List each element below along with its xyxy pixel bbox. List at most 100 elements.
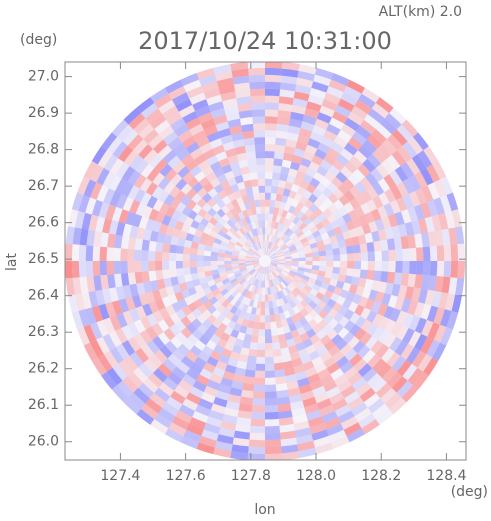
- radar-cell: [331, 398, 348, 411]
- radar-cell: [312, 187, 323, 199]
- radar-cell: [165, 304, 176, 316]
- radar-cell: [414, 171, 428, 189]
- radar-cell: [290, 111, 305, 122]
- radar-cell: [364, 298, 375, 311]
- radar-cell: [90, 339, 104, 358]
- radar-cell: [214, 221, 224, 230]
- radar-cell: [277, 262, 285, 265]
- radar-cell: [300, 278, 309, 285]
- radar-cell: [353, 261, 362, 270]
- radar-cell: [239, 267, 248, 273]
- radar-cell: [299, 261, 306, 265]
- radar-cell: [250, 245, 257, 252]
- radar-cell: [252, 244, 258, 252]
- radar-cell: [326, 86, 344, 99]
- radar-cell: [291, 258, 299, 261]
- radar-cell: [324, 289, 334, 299]
- radar-cell: [151, 322, 164, 336]
- radar-cell: [314, 235, 323, 243]
- radar-cell: [260, 301, 265, 309]
- radar-cell: [182, 398, 199, 411]
- radar-cell: [254, 220, 260, 229]
- radar-cell: [254, 314, 261, 323]
- radar-cell: [267, 227, 271, 235]
- radar-cell: [234, 338, 244, 348]
- radar-cell: [335, 280, 345, 290]
- radar-cell: [333, 254, 341, 261]
- radar-cell: [259, 315, 265, 323]
- radar-cell: [209, 373, 223, 384]
- radar-cell: [251, 411, 265, 420]
- radar-cell: [297, 134, 310, 145]
- radar-cell: [164, 168, 178, 182]
- radar-cell: [386, 238, 396, 251]
- radar-cell: [411, 219, 422, 235]
- radar-cell: [192, 380, 207, 393]
- radar-cell: [253, 123, 265, 131]
- radar-cell: [401, 119, 419, 137]
- radar-cell: [114, 234, 123, 249]
- radar-cell: [306, 409, 322, 421]
- radar-cell: [256, 265, 262, 272]
- radar-cell: [290, 234, 299, 242]
- radar-cell: [111, 206, 123, 222]
- radar-cell: [185, 280, 195, 290]
- radar-cell: [164, 340, 178, 354]
- radar-cell: [207, 207, 217, 218]
- radar-cell: [128, 392, 146, 409]
- radar-cell: [169, 268, 178, 278]
- radar-cell: [127, 322, 140, 337]
- radar-cell: [190, 272, 199, 281]
- radar-cell: [247, 158, 257, 167]
- radar-cell: [208, 101, 224, 113]
- radar-cell: [423, 357, 439, 376]
- radar-cell: [277, 254, 285, 258]
- radar-cell: [265, 185, 272, 193]
- radar-cell: [167, 353, 181, 367]
- radar-cell: [230, 329, 240, 339]
- radar-cell: [114, 248, 121, 261]
- radar-cell: [273, 151, 285, 160]
- radar-cell: [270, 192, 277, 201]
- radar-cell: [360, 307, 371, 320]
- radar-cell: [203, 148, 216, 160]
- radar-cell: [314, 442, 334, 455]
- radar-cell: [288, 213, 297, 223]
- radar-cell: [245, 282, 252, 291]
- radar-cell: [251, 328, 260, 336]
- radar-cell: [407, 273, 416, 288]
- radar-cell: [81, 292, 92, 310]
- radar-cell: [274, 269, 281, 276]
- radar-cell: [354, 304, 365, 316]
- radar-cell: [265, 308, 270, 316]
- radar-cell: [381, 261, 389, 272]
- altitude: ALT(km) 2.0: [379, 4, 462, 20]
- radar-cell: [238, 254, 246, 258]
- radar-cell: [299, 332, 310, 342]
- radar-cell: [373, 240, 382, 252]
- radar-cell: [221, 278, 230, 285]
- radar-cell: [220, 274, 229, 282]
- radar-cell: [265, 151, 275, 159]
- radar-cell: [319, 255, 327, 261]
- radar-cell: [203, 422, 221, 435]
- radar-cell: [257, 265, 262, 273]
- radar-cell: [381, 250, 389, 261]
- radar-cell: [122, 376, 139, 393]
- radar-cell: [215, 233, 224, 241]
- radar-cell: [83, 179, 97, 198]
- radar-cell: [275, 249, 283, 255]
- radar-cell: [217, 383, 232, 394]
- radar-cell: [381, 347, 395, 363]
- radar-cell: [256, 356, 265, 364]
- radar-cell: [432, 161, 447, 180]
- radar-cell: [337, 410, 355, 424]
- radar-cell: [393, 237, 403, 250]
- radar-cell: [265, 391, 277, 399]
- radar-cell: [283, 278, 291, 285]
- radar-cell: [186, 141, 200, 154]
- radar-cell: [412, 371, 429, 390]
- radar-cell: [150, 87, 169, 103]
- y-axis-label: lat: [4, 253, 20, 271]
- radar-cell: [346, 79, 365, 94]
